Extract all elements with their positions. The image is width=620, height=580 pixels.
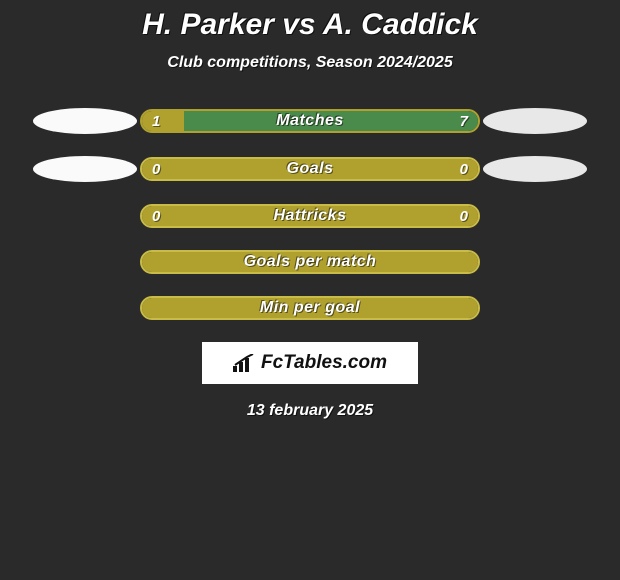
stat-bar: Matches1 7 [140, 109, 480, 133]
page-subtitle: Club competitions, Season 2024/2025 [0, 54, 620, 72]
site-logo: FcTables.com [202, 342, 418, 384]
stat-value-right: 0 [460, 206, 468, 226]
stat-value-right: 7 [460, 111, 468, 131]
stat-label: Goals [142, 159, 478, 179]
stat-row: Min per goal [0, 296, 620, 320]
stat-bar: Hattricks0 0 [140, 204, 480, 228]
stat-bar: Min per goal [140, 296, 480, 320]
chart-icon [233, 354, 255, 372]
stat-label: Matches [142, 111, 478, 131]
stat-row: Goals0 0 [0, 156, 620, 182]
left-side [30, 108, 140, 134]
comparison-chart: Matches17Goals00Hattricks00Goals per mat… [0, 108, 620, 320]
stat-row: Goals per match [0, 250, 620, 274]
stat-label: Goals per match [142, 252, 478, 272]
stat-bar: Goals0 0 [140, 157, 480, 181]
stat-label: Min per goal [142, 298, 478, 318]
stat-row: Hattricks0 0 [0, 204, 620, 228]
player-marker-left [33, 108, 137, 134]
page-title: H. Parker vs A. Caddick [0, 0, 620, 42]
stat-value-right: 0 [460, 159, 468, 179]
stat-row: Matches1 7 [0, 108, 620, 134]
player-marker-left [33, 156, 137, 182]
player-marker-right [483, 156, 587, 182]
left-side [30, 156, 140, 182]
site-logo-text: FcTables.com [261, 352, 387, 374]
stat-value-left: 1 [152, 111, 160, 131]
stat-bar: Goals per match [140, 250, 480, 274]
player-marker-right [483, 108, 587, 134]
stat-label: Hattricks [142, 206, 478, 226]
footer-date: 13 february 2025 [0, 402, 620, 420]
right-side [480, 108, 590, 134]
stat-value-left: 0 [152, 159, 160, 179]
stat-value-left: 0 [152, 206, 160, 226]
right-side [480, 156, 590, 182]
